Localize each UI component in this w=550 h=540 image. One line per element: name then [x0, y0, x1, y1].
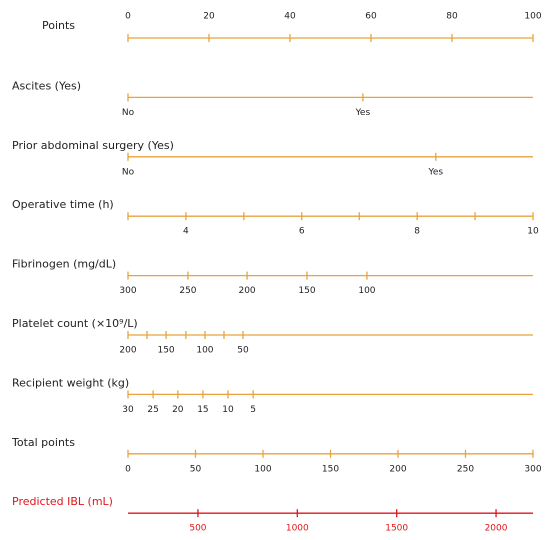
- tick-label: 30: [122, 405, 134, 415]
- tick-label: No: [122, 108, 135, 118]
- tick-label: 300: [119, 286, 136, 296]
- tick-label: 60: [365, 12, 377, 22]
- tick-label: 200: [238, 286, 255, 296]
- tick-label: 5: [250, 405, 256, 415]
- tick-label: 100: [358, 286, 375, 296]
- tick-label: 100: [254, 464, 271, 474]
- tick-label: 4: [183, 227, 189, 237]
- tick-label: 300: [524, 464, 541, 474]
- tick-label: 100: [196, 346, 213, 356]
- row-label: Predicted IBL (mL): [12, 495, 113, 508]
- row-label: Recipient weight (kg): [12, 376, 129, 389]
- row-label: Operative time (h): [12, 198, 114, 211]
- tick-label: 15: [197, 405, 208, 415]
- tick-label: 0: [125, 12, 131, 22]
- row-label: Points: [42, 19, 75, 32]
- tick-label: 20: [203, 12, 215, 22]
- tick-label: 6: [299, 227, 305, 237]
- tick-label: 250: [179, 286, 196, 296]
- row-label: Prior abdominal surgery (Yes): [12, 139, 174, 152]
- row-label: Total points: [11, 436, 75, 449]
- tick-label: 200: [119, 346, 136, 356]
- tick-label: 0: [125, 464, 131, 474]
- tick-label: 50: [237, 346, 249, 356]
- tick-label: 100: [524, 12, 541, 22]
- tick-label: 50: [190, 464, 202, 474]
- tick-label: 2000: [485, 524, 508, 534]
- row-label: Ascites (Yes): [12, 79, 81, 92]
- tick-label: 150: [157, 346, 174, 356]
- tick-label: 10: [527, 227, 539, 237]
- tick-label: Yes: [355, 108, 371, 118]
- tick-label: 80: [446, 12, 458, 22]
- row-label: Platelet count (×10⁹/L): [12, 317, 138, 330]
- tick-label: 1000: [286, 524, 309, 534]
- tick-label: 200: [389, 464, 406, 474]
- tick-label: 40: [284, 12, 296, 22]
- tick-label: 8: [414, 227, 420, 237]
- tick-label: 150: [298, 286, 315, 296]
- tick-label: 500: [189, 524, 206, 534]
- row-label: Fibrinogen (mg/dL): [12, 258, 116, 271]
- tick-label: 10: [222, 405, 234, 415]
- tick-label: Yes: [428, 167, 444, 177]
- tick-label: No: [122, 167, 135, 177]
- tick-label: 1500: [385, 524, 408, 534]
- tick-label: 150: [322, 464, 339, 474]
- tick-label: 250: [457, 464, 474, 474]
- tick-label: 20: [172, 405, 184, 415]
- tick-label: 25: [147, 405, 158, 415]
